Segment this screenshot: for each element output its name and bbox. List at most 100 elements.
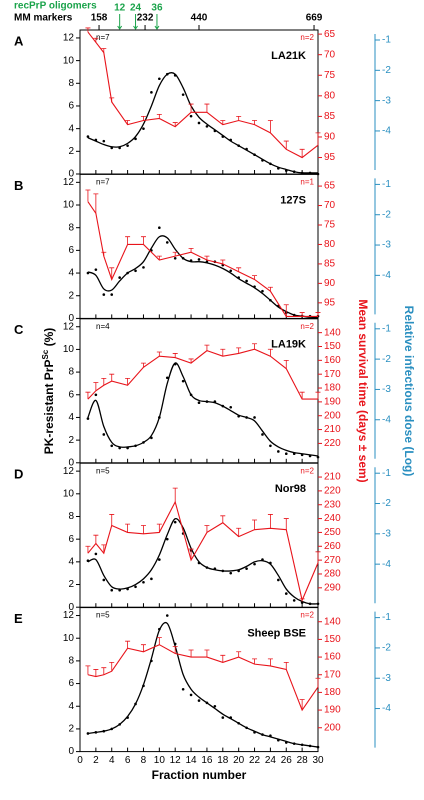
error-bar [267, 658, 273, 666]
error-bar [267, 514, 273, 529]
data-point [237, 415, 240, 418]
panel-letter: D [14, 467, 23, 482]
y2-tick-label: 170 [324, 669, 341, 680]
data-point [134, 137, 137, 141]
error-bar [188, 103, 194, 113]
data-point [213, 129, 217, 133]
y2-tick-label: 150 [324, 634, 341, 645]
data-point [126, 587, 129, 591]
y3-tick-label: -3 [382, 528, 391, 539]
y-tick-label: 8 [68, 222, 74, 233]
y-tick-label: 6 [68, 534, 74, 545]
error-bar [125, 523, 131, 533]
data-point [292, 313, 296, 317]
data-point [94, 552, 98, 556]
data-point [110, 588, 114, 592]
data-point [142, 441, 145, 444]
data-point [284, 452, 288, 456]
error-bar [140, 362, 146, 368]
data-point [94, 138, 98, 142]
y2-tick-label: 150 [324, 341, 341, 352]
error-bar [283, 140, 289, 150]
fit-curve [87, 621, 319, 748]
error-bar [109, 514, 115, 526]
data-point [181, 93, 185, 96]
n-left: n=4 [96, 322, 110, 331]
error-bar [236, 347, 242, 354]
error-bar [252, 120, 258, 125]
oligomer-title: recPrP oligomers [14, 1, 97, 12]
data-point [245, 567, 248, 570]
data-point [237, 276, 240, 279]
y2-tick-label: 70 [324, 49, 336, 60]
fit-curve [87, 72, 318, 174]
n-left: n=7 [96, 178, 110, 187]
data-point [221, 569, 225, 573]
data-point [142, 127, 145, 130]
survival-line [87, 348, 318, 400]
error-bar [156, 113, 162, 119]
error-bar [140, 116, 146, 121]
data-point [197, 121, 201, 125]
error-bar [299, 148, 305, 158]
y3-tick-label: -3 [382, 384, 391, 395]
error-bar [101, 544, 107, 554]
error-bar [252, 519, 258, 530]
data-point [118, 276, 121, 279]
error-bar [172, 646, 178, 654]
data-point [181, 379, 185, 383]
y2-tick-label: 65 [324, 181, 336, 192]
y-axis-label-sup: Sc [41, 349, 50, 359]
error-bar [283, 661, 289, 670]
error-bar [252, 343, 258, 350]
oligomer-label: 12 [114, 3, 126, 14]
y2-tick-label: 290 [324, 582, 341, 593]
y-tick-label: 2 [68, 290, 74, 301]
sample-name: LA19K [271, 339, 306, 351]
error-bar [109, 373, 115, 382]
y-tick-label: 4 [68, 123, 74, 134]
data-point [253, 416, 256, 419]
error-bar [252, 658, 258, 665]
n-left: n=7 [96, 33, 110, 42]
data-point [277, 167, 280, 170]
y-tick-label: 4 [68, 268, 74, 279]
error-bar [299, 391, 305, 400]
data-point [253, 153, 256, 157]
y-tick-label: 0 [68, 313, 74, 324]
data-point [229, 269, 233, 273]
error-bar [267, 348, 273, 357]
error-bar [140, 525, 146, 534]
y3-tick-label: -2 [382, 643, 391, 654]
x-tick-label: 4 [109, 755, 115, 766]
error-bar [188, 247, 194, 253]
data-point [86, 135, 90, 138]
mm-marker-label: 232 [137, 13, 154, 24]
error-bar [125, 236, 131, 245]
data-point [165, 241, 169, 244]
error-bar [315, 551, 321, 563]
y2-tick-label: 70 [324, 200, 336, 211]
data-point [292, 452, 296, 456]
error-bar [93, 382, 99, 391]
error-bar [220, 515, 226, 523]
oligomer-label: 24 [130, 3, 142, 14]
y3-tick-label: -1 [382, 468, 391, 479]
data-point [158, 416, 161, 419]
data-point [277, 578, 280, 582]
oligomer-arrow [133, 14, 138, 30]
error-bar [172, 353, 178, 358]
data-point [269, 444, 272, 448]
data-point [189, 393, 193, 397]
data-point [237, 144, 240, 147]
data-point [86, 417, 90, 420]
y3-tick-label: -3 [382, 95, 391, 106]
error-bar [204, 344, 210, 351]
data-point [110, 727, 114, 731]
error-bar [101, 48, 107, 53]
data-point [181, 687, 185, 691]
n-right: n=2 [300, 322, 314, 331]
data-point [165, 376, 169, 380]
data-point [150, 436, 153, 440]
data-point [284, 592, 288, 595]
